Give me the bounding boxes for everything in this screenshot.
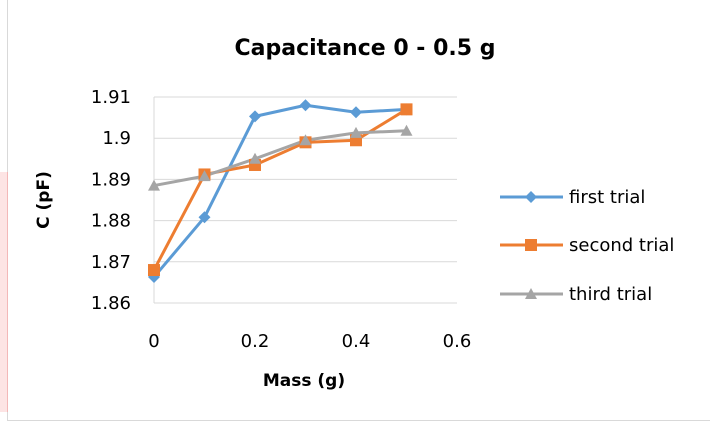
y-tick-label: 1.88 (91, 211, 131, 232)
data-point (400, 103, 413, 116)
series-line (152, 108, 408, 271)
data-point (400, 124, 413, 136)
x-tick-label: 0.4 (342, 331, 371, 352)
y-tick-label: 1.87 (91, 252, 131, 273)
legend: first trial second trial third trial (500, 187, 674, 305)
data-point (249, 110, 261, 123)
chart-frame (7, 0, 710, 421)
x-tick-label: 0.2 (241, 331, 270, 352)
legend-label: third trial (569, 284, 652, 305)
series-line (153, 129, 407, 188)
data-point (198, 170, 211, 182)
data-point (148, 264, 160, 277)
series-line (152, 103, 407, 279)
data-point (350, 106, 362, 119)
data-point (525, 288, 537, 299)
y-tick-label: 1.86 (91, 293, 131, 314)
data-point (299, 134, 312, 146)
legend-label: second trial (569, 235, 674, 256)
series-group (148, 99, 413, 284)
x-tick-label: 0.6 (443, 331, 472, 352)
x-tick-label: 0 (148, 331, 159, 352)
data-point (148, 179, 160, 191)
y-tick-label: 1.89 (91, 169, 131, 190)
data-point (198, 211, 211, 224)
x-axis-title: Mass (g) (263, 371, 345, 391)
y-tick-label: 1.91 (91, 87, 131, 108)
y-axis-title: C (pF) (34, 171, 54, 229)
data-point (350, 126, 362, 138)
data-point (525, 191, 537, 203)
data-point (525, 239, 537, 251)
grid-lines (153, 96, 457, 304)
legend-label: first trial (569, 187, 645, 208)
y-tick-label: 1.9 (102, 128, 131, 149)
data-point (249, 152, 261, 164)
chart-title: Capacitance 0 - 0.5 g (235, 36, 496, 61)
side-strip (0, 172, 8, 412)
x-tick-labels: 0 0.2 0.4 0.6 (148, 331, 471, 352)
data-point (299, 99, 312, 112)
y-tick-labels: 1.86 1.87 1.88 1.89 1.9 1.91 (91, 87, 131, 314)
